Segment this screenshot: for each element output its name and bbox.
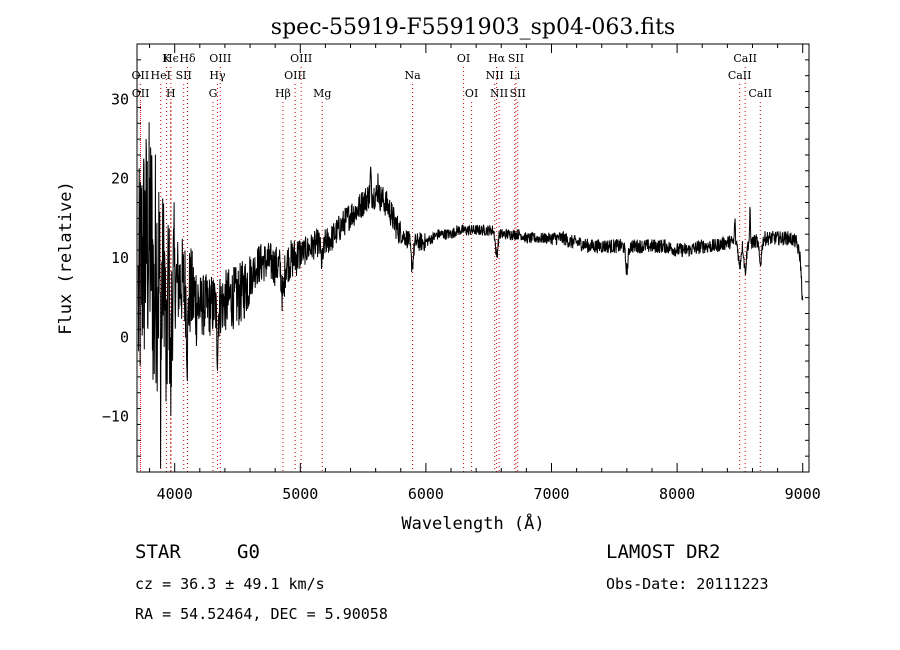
line-label: OI <box>457 52 470 65</box>
line-label: HeI <box>151 69 171 82</box>
line-label: CaII <box>733 52 757 65</box>
plot-frame <box>136 43 810 473</box>
line-label: OIII <box>209 52 231 65</box>
line-label: Hα <box>488 52 506 65</box>
line-label: NII <box>486 69 504 82</box>
chart-title: spec-55919-F5591903_sp04-063.fits <box>271 15 675 40</box>
line-label: Hϵ <box>163 52 179 65</box>
line-label: G <box>209 87 218 100</box>
line-label: H <box>166 87 176 100</box>
x-tick-label: 8000 <box>659 485 695 503</box>
obs-date-label: Obs-Date: 20111223 <box>606 575 769 593</box>
line-label: Na <box>404 69 421 82</box>
object-subclass: G0 <box>237 541 260 563</box>
y-tick-label: 20 <box>111 170 129 188</box>
x-tick-label: 7000 <box>533 485 569 503</box>
spectrum-line <box>137 122 804 469</box>
x-axis-label: Wavelength (Å) <box>401 512 544 534</box>
line-label: K <box>162 52 171 65</box>
line-label: CaII <box>748 87 772 100</box>
x-tick-label: 5000 <box>282 485 318 503</box>
x-tick-label: 9000 <box>785 485 821 503</box>
y-tick-label: 0 <box>120 328 129 346</box>
y-axis-label: Flux (relative) <box>56 181 76 335</box>
line-label: Hβ <box>275 87 291 100</box>
x-tick-label: 6000 <box>408 485 444 503</box>
line-label: OII <box>132 87 150 100</box>
line-label: NII <box>490 87 508 100</box>
line-label: OIII <box>284 69 306 82</box>
line-label: Hγ <box>209 69 226 82</box>
line-label: Hδ <box>179 52 196 65</box>
y-tick-label: 30 <box>111 90 129 108</box>
x-tick-label: 4000 <box>157 485 193 503</box>
line-label: OIII <box>290 52 312 65</box>
y-tick-label: 10 <box>111 249 129 267</box>
line-label: CaII <box>728 69 752 82</box>
line-label: Li <box>509 69 520 82</box>
redshift-label: cz = 36.3 ± 49.1 km/s <box>135 575 325 593</box>
survey-label: LAMOST DR2 <box>606 541 721 563</box>
y-tick-label: −10 <box>102 408 129 426</box>
coordinates-label: RA = 54.52464, DEC = 5.90058 <box>135 605 388 623</box>
line-label: SII <box>508 52 524 65</box>
line-label: SII <box>176 69 192 82</box>
line-label: Mg <box>313 87 331 100</box>
line-label: SII <box>510 87 526 100</box>
object-class: STAR <box>135 541 181 563</box>
line-label: OI <box>465 87 478 100</box>
